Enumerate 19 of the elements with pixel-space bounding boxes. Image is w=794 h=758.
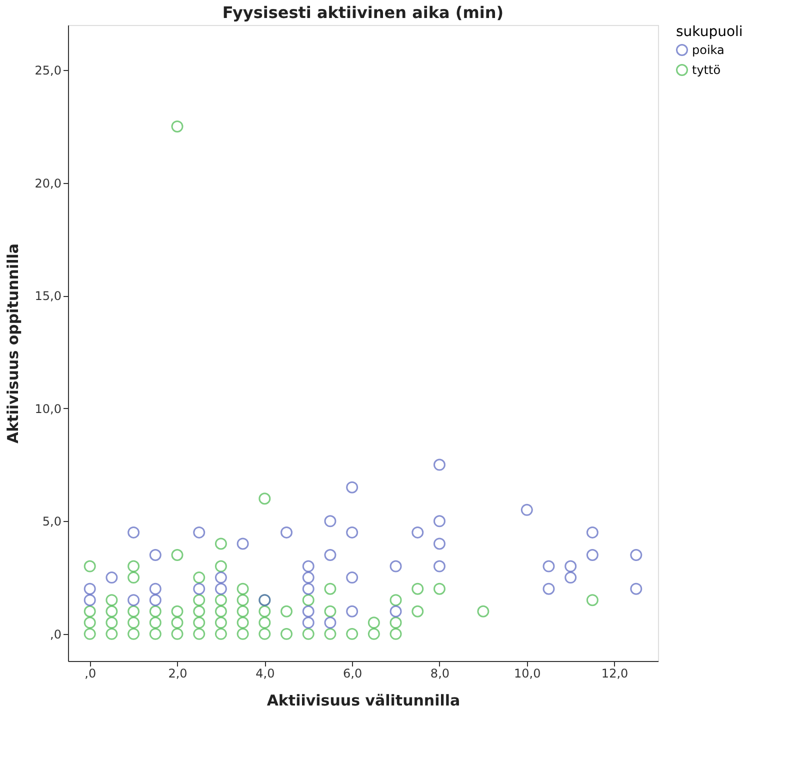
x-tick-label: 10,0 <box>514 666 541 680</box>
y-tick-label: 25,0 <box>34 64 62 78</box>
x-axis-title: Aktiivisuus välitunnilla <box>266 692 460 710</box>
x-tick-label: ,0 <box>84 666 96 680</box>
legend-label: tyttö <box>692 63 721 77</box>
y-axis-title: Aktiivisuus oppitunnilla <box>4 243 22 444</box>
x-tick-label: 6,0 <box>343 666 362 680</box>
y-tick-label: 10,0 <box>34 402 62 416</box>
y-tick-label: 5,0 <box>42 514 62 529</box>
y-tick-label: 20,0 <box>34 176 62 190</box>
y-tick-label: ,0 <box>50 627 62 642</box>
legend-title: sukupuoli <box>676 24 743 40</box>
x-tick-label: 12,0 <box>601 666 628 680</box>
x-tick-label: 4,0 <box>256 666 275 680</box>
y-tick-label: 15,0 <box>34 289 62 304</box>
x-tick-label: 2,0 <box>168 666 188 680</box>
chart-title: Fyysisesti aktiivinen aika (min) <box>222 3 504 22</box>
legend-label: poika <box>692 43 724 57</box>
x-tick-label: 8,0 <box>430 666 450 680</box>
